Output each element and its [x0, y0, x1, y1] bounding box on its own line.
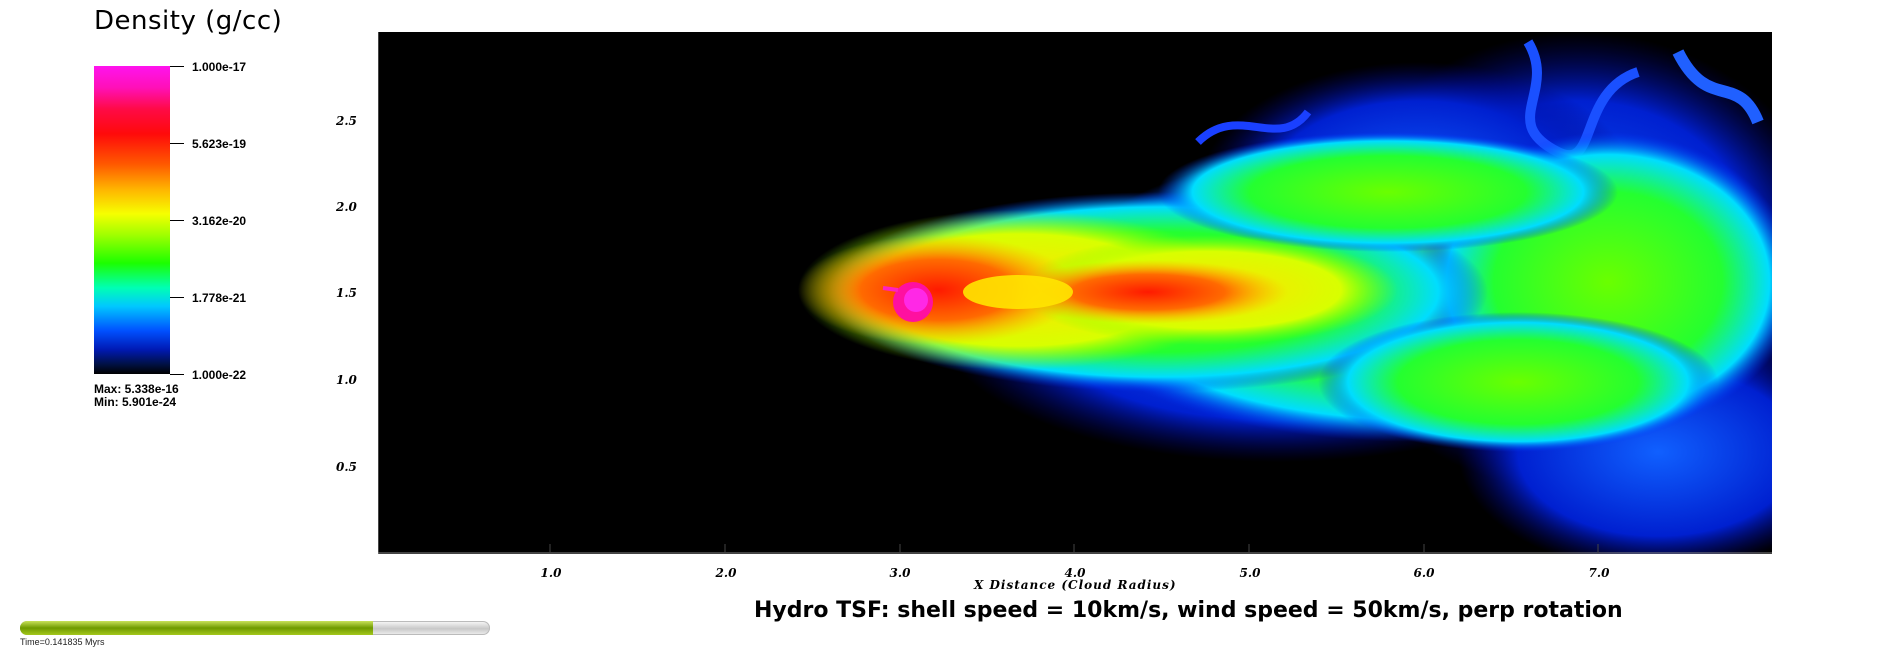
time-slider-fill	[20, 621, 373, 635]
y-tick-label: 1.5	[336, 286, 357, 300]
x-tick-label: 4.0	[1064, 566, 1086, 580]
x-axis-label: X Distance (Cloud Radius)	[974, 578, 1177, 592]
colorbar-tick-label: 1.000e-17	[192, 60, 247, 74]
colorbar-tick-label: 1.000e-22	[192, 368, 247, 382]
x-tick-label: 5.0	[1239, 566, 1261, 580]
magenta-cloud-core	[882, 275, 1073, 322]
y-tick-label: 0.5	[336, 460, 357, 474]
colorbar-tick-mark	[170, 143, 184, 144]
x-tick-label: 3.0	[889, 566, 911, 580]
x-tick-label: 7.0	[1588, 566, 1610, 580]
y-tick-label: 2.0	[336, 200, 357, 214]
colorbar-tick-label: 3.162e-20	[192, 214, 247, 228]
colorbar-tick-mark	[170, 66, 184, 67]
y-tick-label: 1.0	[336, 373, 357, 387]
density-colorbar	[94, 66, 170, 374]
min-value: Min: 5.901e-24	[94, 395, 177, 409]
max-value: Max: 5.338e-16	[94, 382, 179, 396]
time-label: Time=0.141835 Myrs	[20, 637, 105, 647]
legend-title: Density (g/cc)	[94, 6, 283, 36]
time-slider[interactable]	[20, 621, 490, 635]
y-tick-label: 2.5	[336, 114, 357, 128]
plot-caption: Hydro TSF: shell speed = 10km/s, wind sp…	[754, 598, 1623, 623]
colorbar-tick-mark	[170, 220, 184, 221]
x-tick-label: 6.0	[1413, 566, 1435, 580]
x-tick-label: 1.0	[540, 566, 562, 580]
colorbar-tick-label: 5.623e-19	[192, 137, 247, 151]
colorbar-tick-mark	[170, 297, 184, 298]
red-dense-region	[798, 235, 1288, 345]
density-plot[interactable]	[378, 32, 1772, 554]
density-field	[798, 32, 1772, 554]
x-tick-label: 2.0	[715, 566, 737, 580]
colorbar-tick-label: 1.778e-21	[192, 291, 247, 305]
colorbar-tick-mark	[170, 374, 184, 375]
plot-axes	[378, 32, 1772, 554]
